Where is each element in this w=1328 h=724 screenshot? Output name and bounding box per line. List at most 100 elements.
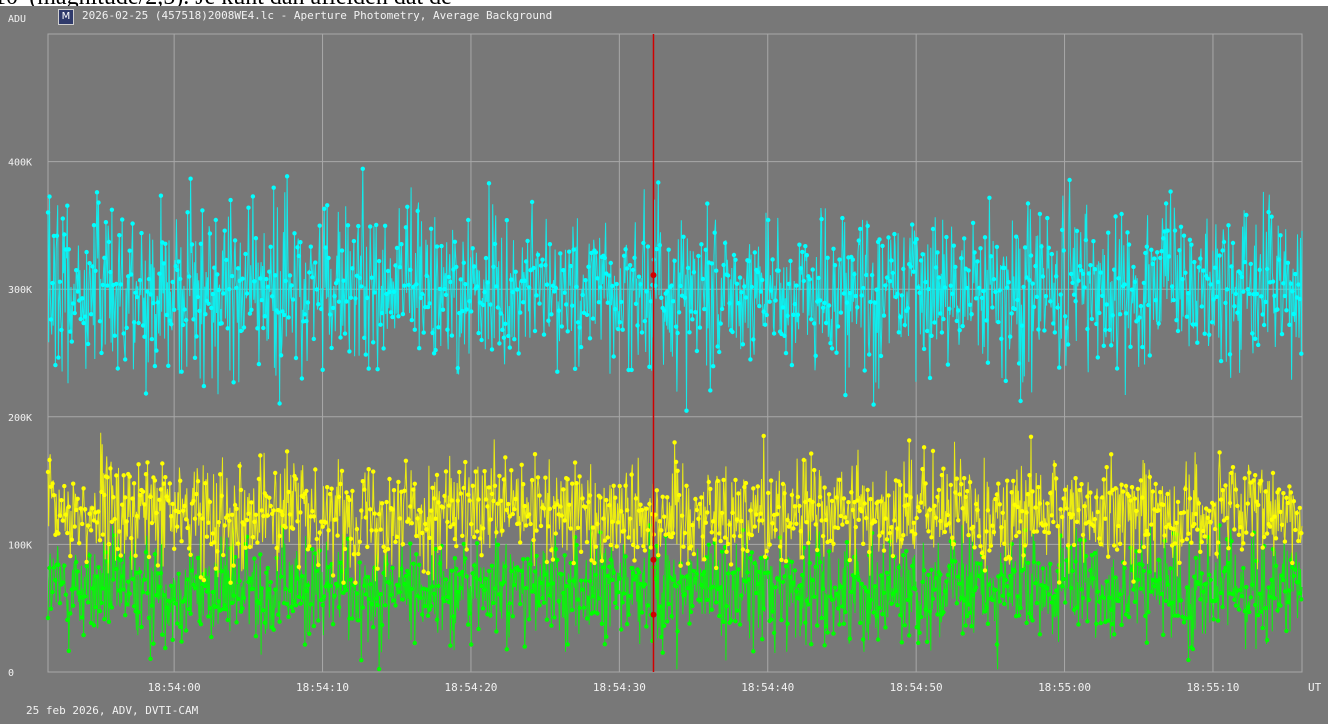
data-point — [1134, 508, 1139, 514]
data-point — [1095, 355, 1101, 360]
data-point — [434, 472, 440, 478]
data-point — [1208, 282, 1213, 287]
data-point — [185, 525, 190, 531]
data-point — [1122, 561, 1127, 566]
data-point — [408, 267, 413, 272]
data-point — [1287, 322, 1292, 327]
data-point — [755, 581, 760, 586]
data-point — [614, 544, 619, 549]
data-point — [1250, 331, 1255, 336]
data-point — [984, 529, 989, 534]
data-point — [553, 285, 558, 291]
data-point — [794, 589, 799, 594]
data-point — [1189, 242, 1194, 247]
data-point — [495, 542, 501, 547]
data-point — [198, 241, 204, 246]
data-point — [1220, 488, 1225, 493]
data-point — [506, 611, 511, 617]
data-point — [62, 483, 67, 489]
data-point — [56, 531, 61, 536]
data-point — [858, 226, 863, 232]
data-point — [975, 507, 980, 513]
data-point — [421, 330, 426, 335]
data-point — [418, 595, 423, 600]
data-point — [1272, 514, 1277, 519]
data-point — [1088, 263, 1093, 268]
time-cursor[interactable] — [650, 34, 657, 672]
data-point — [892, 518, 897, 523]
data-point — [1101, 595, 1107, 601]
data-point — [935, 250, 940, 255]
data-point — [659, 528, 664, 533]
data-point — [310, 275, 315, 280]
data-point — [700, 534, 705, 539]
data-point — [1272, 293, 1277, 298]
data-point — [1293, 271, 1298, 277]
data-point — [948, 283, 953, 288]
data-point — [1247, 291, 1252, 296]
data-point — [918, 500, 924, 505]
data-point — [222, 523, 227, 528]
data-point — [1054, 588, 1059, 593]
data-point — [1269, 214, 1274, 219]
data-point — [896, 479, 901, 484]
data-point — [1064, 558, 1069, 563]
data-point — [1077, 263, 1083, 269]
data-point — [739, 593, 744, 598]
data-point — [93, 605, 98, 610]
data-point — [50, 481, 55, 486]
data-point — [1117, 592, 1123, 597]
data-point — [71, 603, 76, 608]
data-point — [552, 615, 557, 620]
data-point — [117, 588, 122, 593]
data-point — [806, 540, 811, 546]
data-point — [188, 176, 193, 181]
data-point — [420, 612, 425, 617]
data-point — [966, 532, 971, 538]
data-point — [1039, 244, 1044, 249]
data-point — [1061, 248, 1066, 253]
data-point — [1109, 452, 1114, 457]
data-point — [449, 568, 455, 573]
data-point — [899, 640, 904, 645]
data-point — [838, 584, 844, 589]
data-point — [1110, 313, 1115, 318]
data-point — [1122, 565, 1127, 571]
data-point — [385, 268, 391, 274]
data-point — [904, 549, 909, 554]
data-point — [816, 275, 821, 281]
data-point — [1184, 537, 1190, 542]
data-point — [1070, 280, 1075, 285]
data-point — [1019, 323, 1025, 328]
data-point — [924, 639, 930, 644]
data-point — [1000, 593, 1005, 598]
data-point — [436, 583, 441, 589]
data-point — [350, 616, 355, 621]
data-point — [1098, 620, 1104, 626]
data-point — [178, 478, 183, 483]
data-point — [1132, 496, 1138, 501]
data-point — [307, 270, 312, 275]
data-point — [246, 511, 251, 516]
data-point — [1002, 541, 1007, 546]
data-point — [127, 591, 132, 596]
data-point — [1288, 281, 1294, 286]
data-point — [665, 619, 670, 624]
data-point — [639, 610, 645, 615]
data-point — [210, 589, 215, 595]
data-point — [1055, 305, 1060, 310]
app-logo-icon[interactable]: M — [58, 9, 74, 25]
data-point — [816, 552, 821, 557]
data-point — [130, 221, 135, 226]
data-point — [48, 606, 54, 611]
data-point — [265, 565, 270, 571]
data-point — [446, 503, 452, 508]
series-1 — [45, 432, 1304, 585]
data-point — [423, 521, 428, 527]
data-point — [431, 496, 437, 501]
data-point — [550, 557, 556, 562]
data-point — [244, 291, 250, 296]
data-point — [1144, 244, 1150, 249]
data-point — [341, 590, 346, 595]
